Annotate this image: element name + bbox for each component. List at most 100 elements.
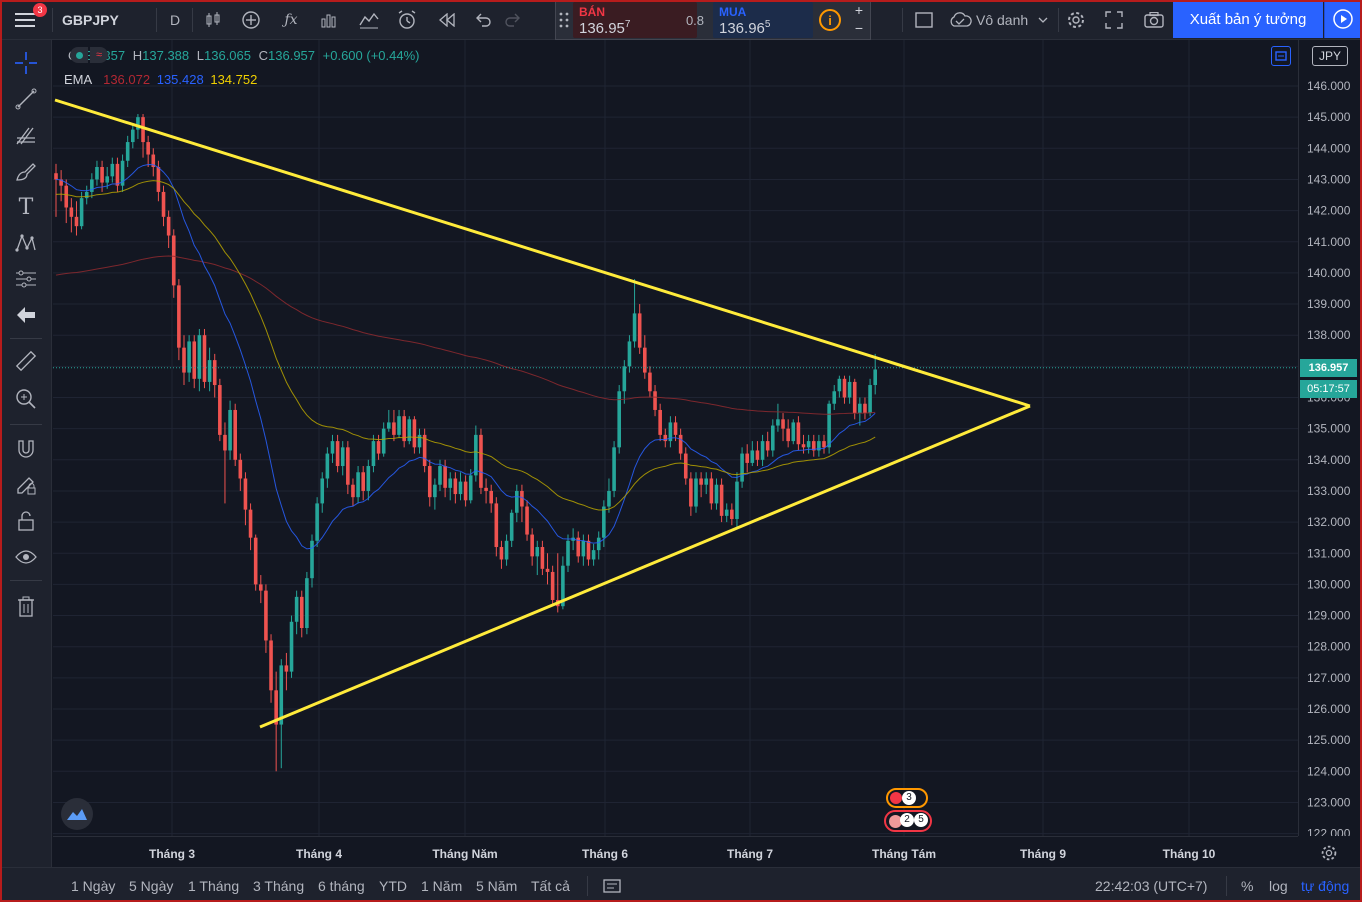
range-5y-button[interactable]: 5 Năm xyxy=(476,878,518,894)
candle-body xyxy=(259,584,263,591)
brush-icon[interactable] xyxy=(11,156,41,186)
quantity-plus-button[interactable]: + xyxy=(854,2,864,18)
sell-label: BÁN xyxy=(579,5,605,19)
price-tick-label: 122.000 xyxy=(1307,827,1351,836)
auto-scale-button[interactable]: tự động xyxy=(1301,878,1350,894)
fullscreen-icon[interactable] xyxy=(1100,6,1128,34)
axis-settings-gear-icon[interactable] xyxy=(1318,842,1340,864)
zoom-in-icon[interactable] xyxy=(11,384,41,414)
buy-price: 136.96 xyxy=(719,20,765,37)
lock-drawing-icon[interactable] xyxy=(11,470,41,500)
menu-icon[interactable] xyxy=(8,6,42,34)
candle xyxy=(74,201,79,236)
range-ytd-button[interactable]: YTD xyxy=(379,878,407,894)
ruler-icon[interactable] xyxy=(11,346,41,376)
ema-20-line xyxy=(55,163,876,550)
play-icon[interactable] xyxy=(1324,0,1360,38)
candle-body xyxy=(745,453,749,463)
time-tick-label: Tháng 4 xyxy=(296,847,342,861)
layout-save-button[interactable]: Vô danh xyxy=(948,6,1058,34)
crosshair-icon[interactable] xyxy=(11,48,41,78)
symbol-search-button[interactable]: GBPJPY xyxy=(62,12,119,28)
candle-body xyxy=(238,459,243,479)
camera-snapshot-icon[interactable] xyxy=(1140,6,1168,34)
auto-scale-icon[interactable] xyxy=(1271,46,1291,66)
candle xyxy=(730,503,734,526)
candle xyxy=(95,160,99,186)
log-scale-button[interactable]: log xyxy=(1269,878,1288,894)
candle-body xyxy=(310,540,314,579)
range-all-button[interactable]: Tất cả xyxy=(531,878,570,894)
publish-idea-button[interactable]: Xuất bản ý tưởng xyxy=(1173,0,1323,38)
candle-body xyxy=(648,372,652,392)
info-icon[interactable]: i xyxy=(819,9,841,31)
range-3m-button[interactable]: 3 Tháng xyxy=(253,878,305,894)
interval-button[interactable]: D xyxy=(169,12,181,28)
replay-icon[interactable] xyxy=(432,6,462,34)
lower-trendline xyxy=(259,404,1031,729)
candle-body xyxy=(755,450,760,460)
time-axis[interactable]: Tháng 3 Tháng 4 Tháng Năm Tháng 6 Tháng 7 Thá… xyxy=(53,836,1298,867)
chart-pane[interactable] xyxy=(53,40,1298,836)
lock-icon[interactable] xyxy=(11,506,41,536)
trash-icon[interactable] xyxy=(11,592,41,622)
candle xyxy=(683,447,688,485)
range-6m-button[interactable]: 6 tháng xyxy=(318,878,365,894)
quantity-minus-button[interactable]: − xyxy=(854,20,864,36)
range-1d-button[interactable]: 1 Ngày xyxy=(71,878,116,894)
fullscreen-select-icon[interactable] xyxy=(910,6,938,34)
currency-button[interactable]: JPY xyxy=(1312,46,1348,66)
event-marker-earnings[interactable]: 3 xyxy=(886,788,928,808)
candle xyxy=(284,652,289,691)
buy-button[interactable]: MUA 136.965 xyxy=(713,2,813,38)
chart-type-icon[interactable] xyxy=(354,6,384,34)
range-1m-button[interactable]: 1 Tháng xyxy=(188,878,240,894)
event-marker-economic[interactable]: 2 5 xyxy=(884,810,932,832)
pitchfork-icon[interactable] xyxy=(11,120,41,150)
candle xyxy=(776,403,780,432)
candle xyxy=(228,400,232,460)
candle-style-icon[interactable] xyxy=(198,6,228,34)
forecast-tool-icon[interactable] xyxy=(11,264,41,294)
date-range-icon[interactable] xyxy=(602,877,622,895)
time-tick-label: Tháng 6 xyxy=(582,847,628,861)
text-tool-icon[interactable]: T xyxy=(18,194,34,220)
candle-body xyxy=(156,166,161,192)
candle xyxy=(499,540,504,569)
candle-body xyxy=(591,550,596,560)
price-axis[interactable]: 146.000 145.000 144.000 143.000 142.000 141.0… xyxy=(1298,40,1362,841)
magnet-icon[interactable] xyxy=(11,434,41,464)
ema-legend[interactable]: EMA 136.072 135.428 134.752 xyxy=(64,72,257,87)
range-1y-button[interactable]: 1 Năm xyxy=(421,878,463,894)
candle-body xyxy=(786,428,790,442)
price-tick-label: 124.000 xyxy=(1307,764,1351,778)
drag-handle-icon[interactable] xyxy=(558,11,570,29)
ema-label: EMA xyxy=(64,72,92,87)
back-arrow-icon[interactable] xyxy=(11,300,41,330)
range-5d-button[interactable]: 5 Ngày xyxy=(129,878,174,894)
percent-scale-button[interactable]: % xyxy=(1241,878,1254,894)
eye-icon[interactable] xyxy=(11,542,41,572)
tradingview-logo-icon[interactable] xyxy=(61,798,93,830)
candle xyxy=(509,509,514,548)
symbol-legend-icon[interactable]: ≈ xyxy=(70,47,110,63)
undo-icon[interactable] xyxy=(468,6,498,34)
trend-line-icon[interactable] xyxy=(11,84,41,114)
alert-icon[interactable] xyxy=(392,6,422,34)
candle xyxy=(279,659,284,769)
price-chart[interactable] xyxy=(53,40,1298,836)
time-tick-label: Tháng 3 xyxy=(149,847,195,861)
indicators-compare-icon[interactable] xyxy=(236,6,266,34)
redo-icon[interactable] xyxy=(498,6,528,34)
pattern-tool-icon[interactable] xyxy=(11,228,41,258)
candle xyxy=(366,459,371,501)
candle-body xyxy=(90,179,94,192)
clock-timezone[interactable]: 22:42:03 (UTC+7) xyxy=(1095,878,1208,894)
candle-body xyxy=(535,547,540,557)
settings-gear-icon[interactable] xyxy=(1062,6,1090,34)
indicators-icon[interactable]: ƒx xyxy=(284,12,298,28)
sell-button[interactable]: BÁN 136.957 xyxy=(573,2,697,38)
templates-icon[interactable] xyxy=(314,6,344,34)
candle xyxy=(694,472,698,513)
price-tick-label: 138.000 xyxy=(1307,328,1351,342)
